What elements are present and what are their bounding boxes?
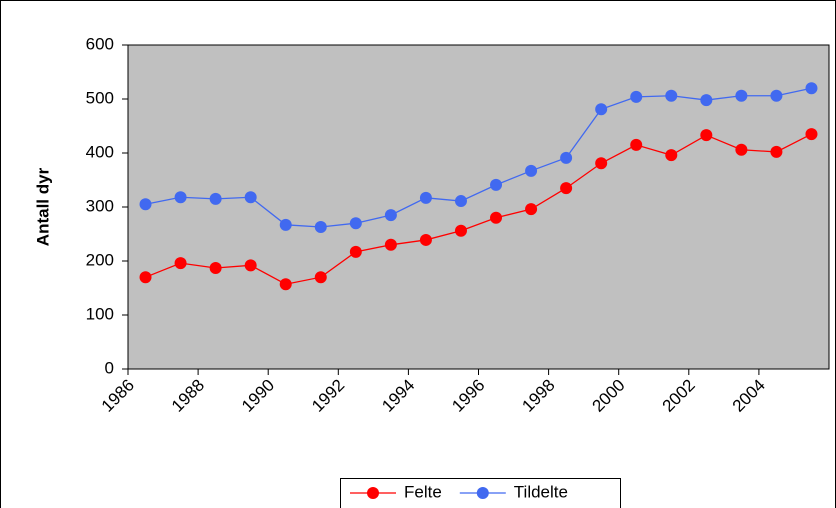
point: [805, 82, 818, 95]
point: [209, 192, 222, 205]
point: [209, 262, 222, 275]
point: [349, 245, 362, 258]
point: [735, 143, 748, 156]
legend-marker: [367, 487, 379, 499]
point: [770, 145, 783, 158]
legend-label: Felte: [404, 482, 442, 501]
legend: Felte Tildelte: [340, 478, 621, 508]
point: [419, 233, 432, 246]
y-tick-label: 500: [86, 88, 114, 107]
y-tick-label: 400: [86, 142, 114, 161]
point: [525, 203, 538, 216]
point: [349, 217, 362, 230]
legend-marker: [476, 487, 489, 499]
point: [770, 89, 783, 102]
point: [419, 191, 432, 204]
point: [384, 238, 397, 251]
point: [174, 257, 187, 270]
legend-label: Tildelte: [514, 482, 568, 501]
point: [700, 129, 713, 142]
point: [630, 90, 643, 103]
point: [244, 259, 257, 272]
point: [454, 224, 467, 237]
plot-area: [127, 44, 830, 370]
point: [384, 209, 397, 222]
point: [490, 211, 503, 224]
point: [735, 89, 748, 102]
point: [805, 128, 818, 141]
point: [560, 182, 573, 195]
point: [244, 191, 257, 204]
point: [490, 178, 503, 191]
point: [279, 278, 292, 291]
series-line: [145, 133, 812, 285]
point: [665, 149, 678, 162]
y-tick-label: 100: [86, 304, 114, 323]
point: [139, 198, 152, 211]
y-tick-label: 200: [86, 250, 114, 269]
point: [525, 164, 538, 177]
point: [630, 138, 643, 151]
point: [665, 89, 678, 102]
y-tick-label: 600: [86, 34, 114, 53]
point: [560, 151, 573, 164]
point: [174, 191, 187, 204]
y-tick-label: 300: [86, 196, 114, 215]
y-tick-label: 0: [105, 358, 114, 377]
point: [454, 195, 467, 208]
point: [314, 271, 327, 284]
point: [279, 218, 292, 231]
point: [595, 103, 608, 116]
y-axis-label: Antall dyr: [33, 167, 52, 246]
point: [139, 271, 152, 284]
point: [700, 94, 713, 107]
point: [314, 220, 327, 233]
point: [595, 157, 608, 170]
